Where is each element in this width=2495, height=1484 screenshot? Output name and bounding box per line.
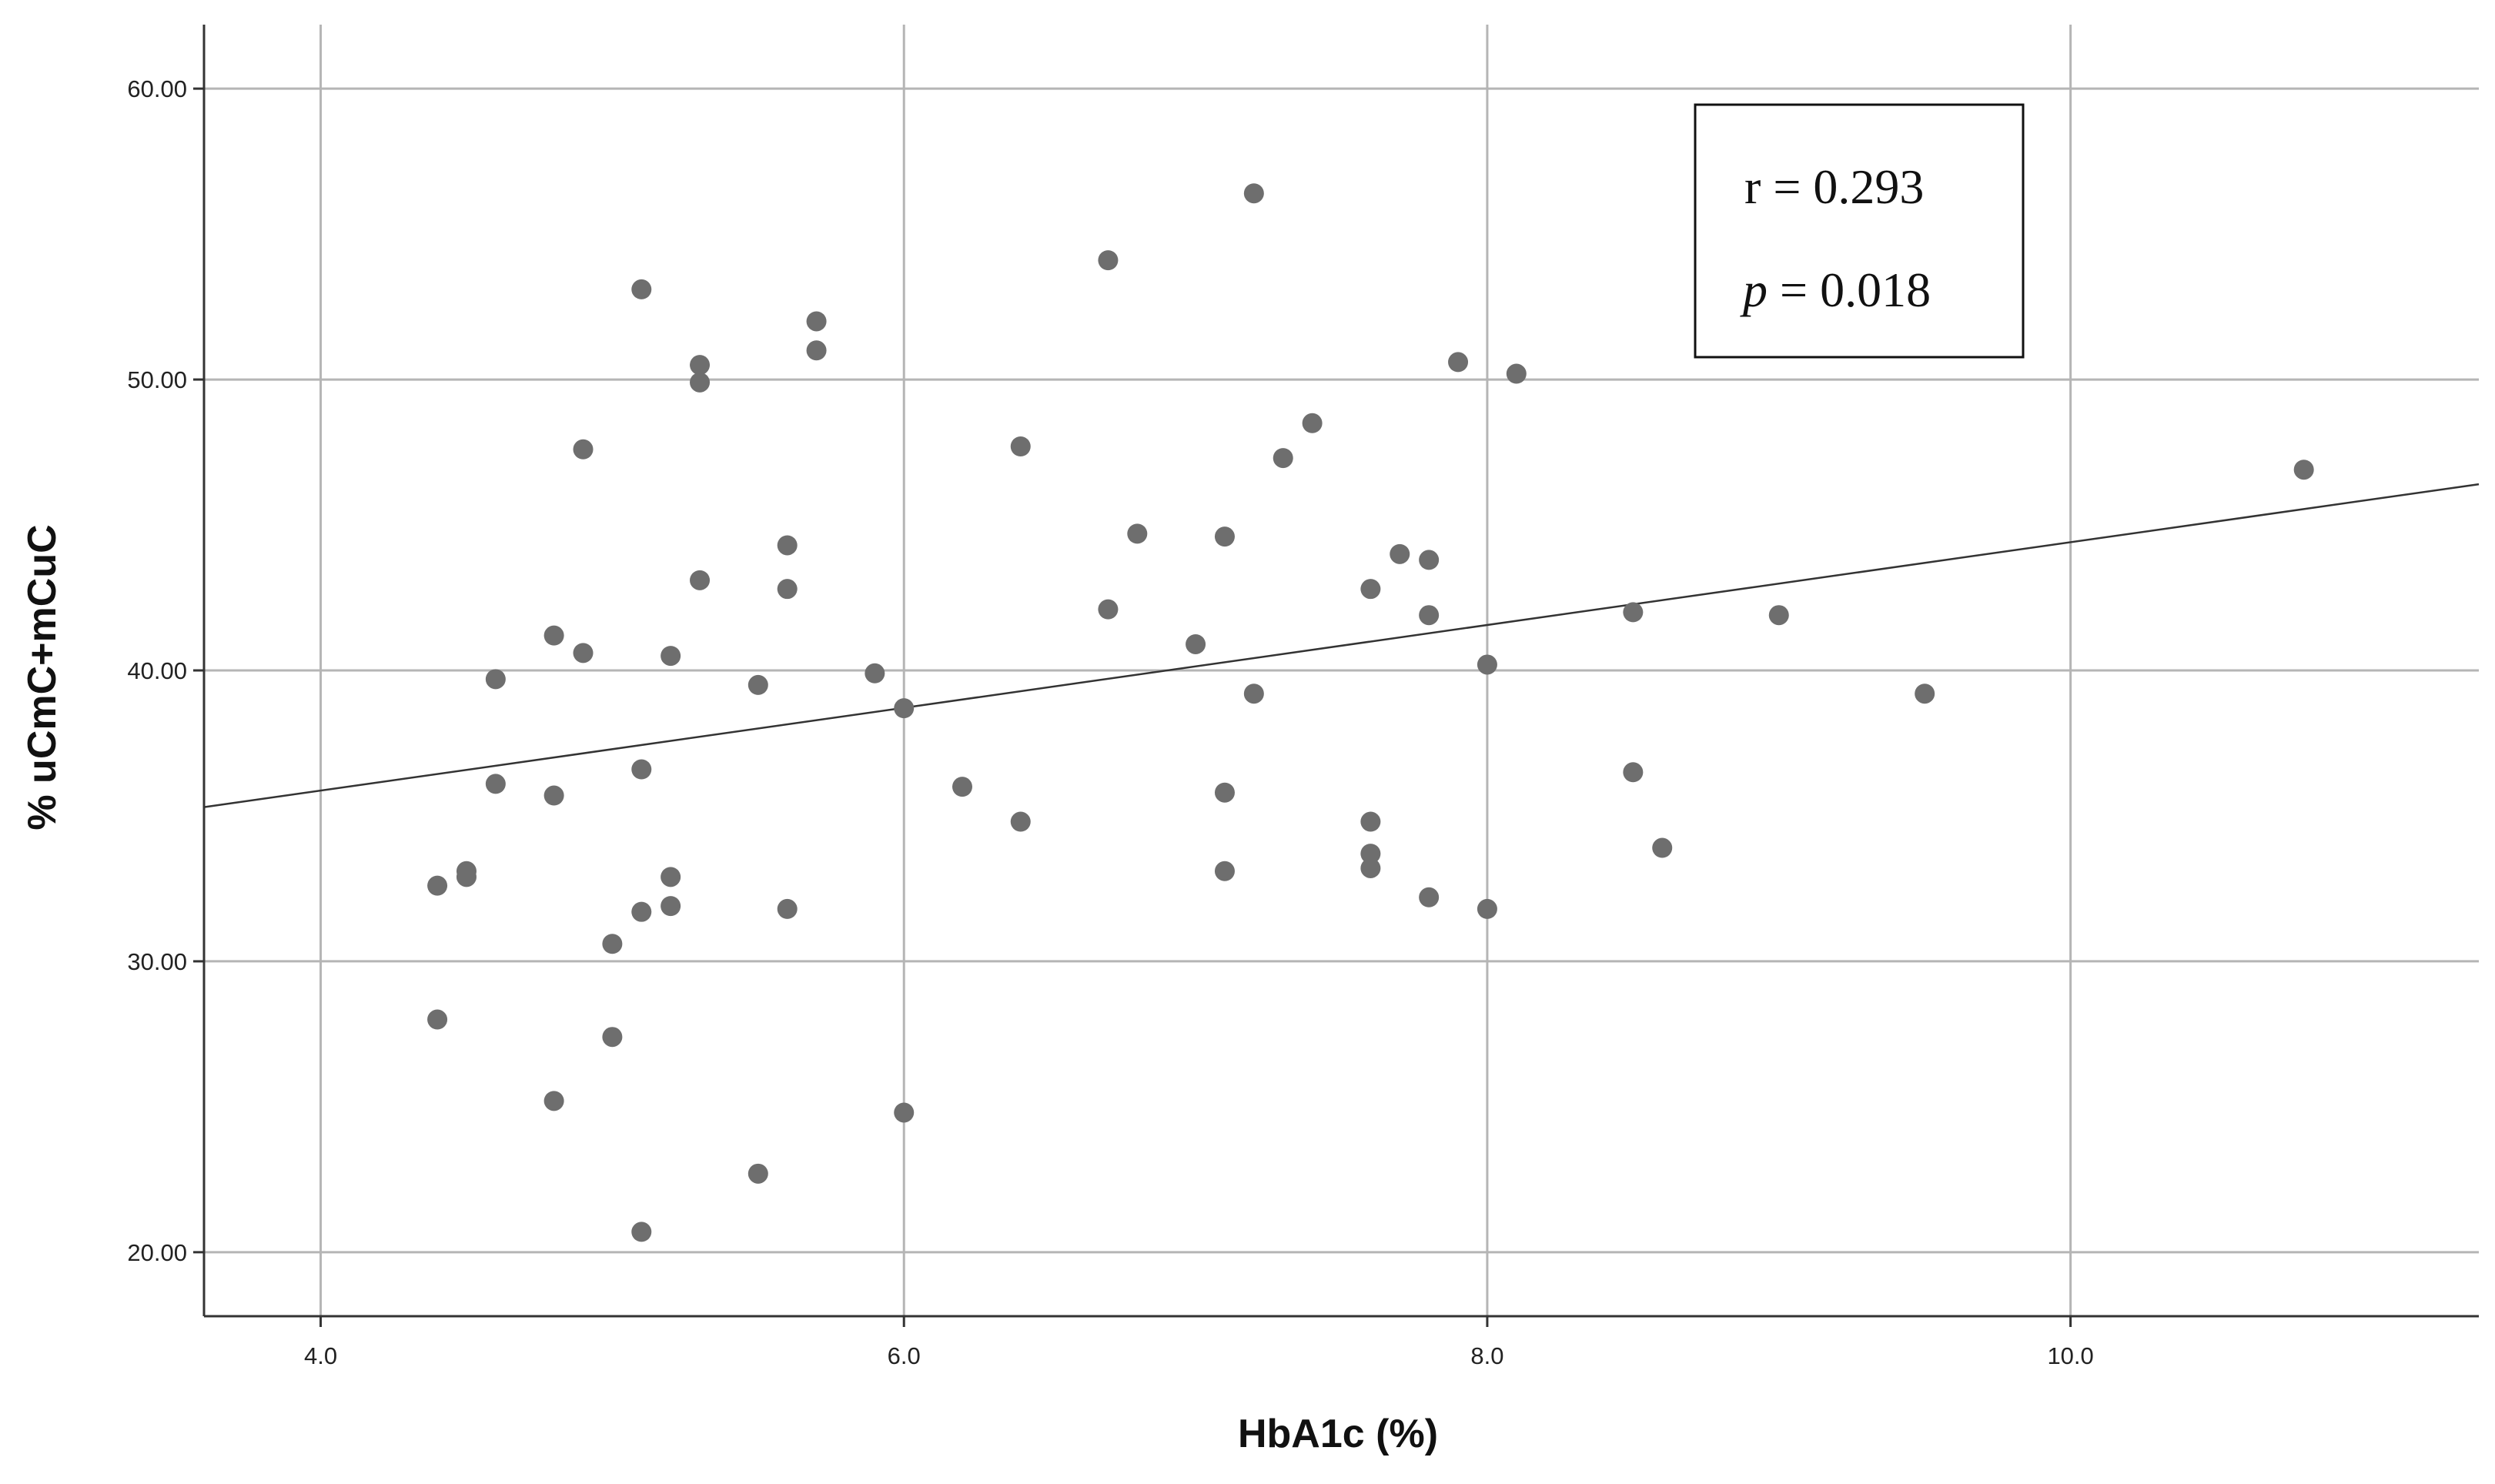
data-point xyxy=(427,875,448,896)
data-point xyxy=(543,1091,564,1111)
data-point xyxy=(1010,811,1031,832)
data-point xyxy=(1127,523,1148,544)
p-value-label: p = 0.018 xyxy=(1740,262,1931,317)
data-point xyxy=(1419,887,1440,907)
data-point xyxy=(1302,413,1323,433)
data-point xyxy=(1214,782,1235,803)
data-point xyxy=(747,1163,768,1184)
x-tick-label: 10.0 xyxy=(2047,1342,2093,1369)
data-point xyxy=(690,355,711,376)
data-points xyxy=(427,183,2314,1242)
data-point xyxy=(1390,543,1410,564)
data-point xyxy=(661,896,681,917)
data-point xyxy=(456,867,477,887)
data-point xyxy=(1915,684,1935,704)
data-point xyxy=(631,1222,652,1242)
data-point xyxy=(747,674,768,695)
data-point xyxy=(543,785,564,806)
data-point xyxy=(1768,605,1789,626)
y-tick-label: 50.00 xyxy=(127,366,187,393)
data-point xyxy=(865,663,885,684)
x-tick-label: 4.0 xyxy=(304,1342,337,1369)
y-tick-labels: 20.00 30.00 40.00 50.00 60.00 xyxy=(127,75,187,1266)
y-axis-title: % uCmC+mCuC xyxy=(20,524,65,830)
p-value: = 0.018 xyxy=(1768,262,1931,317)
data-point xyxy=(485,669,506,690)
data-point xyxy=(806,311,827,332)
x-tick-label: 8.0 xyxy=(1470,1342,1503,1369)
data-point xyxy=(631,759,652,780)
data-point xyxy=(1214,526,1235,547)
r-value-label: r = 0.293 xyxy=(1744,159,1924,214)
data-point xyxy=(485,774,506,794)
data-point xyxy=(777,535,798,556)
data-point xyxy=(894,1102,915,1123)
data-point xyxy=(1360,844,1381,864)
y-tick-label: 30.00 xyxy=(127,948,187,975)
data-point xyxy=(427,1009,448,1030)
x-axis-title: HbA1c (%) xyxy=(1238,1412,1438,1456)
data-point xyxy=(952,777,972,797)
data-point xyxy=(1477,898,1497,919)
data-point xyxy=(573,439,594,460)
y-tick-label: 40.00 xyxy=(127,657,187,684)
data-point xyxy=(602,934,623,954)
data-point xyxy=(1360,811,1381,832)
p-symbol: p xyxy=(1740,262,1768,317)
data-point xyxy=(1419,605,1440,626)
data-point xyxy=(1098,599,1119,620)
data-point xyxy=(806,340,827,361)
data-point xyxy=(1243,183,1264,204)
data-point xyxy=(1506,363,1527,384)
data-point xyxy=(1360,579,1381,600)
x-tick-labels: 4.0 6.0 8.0 10.0 xyxy=(304,1342,2094,1369)
y-tick-label: 60.00 xyxy=(127,75,187,102)
data-point xyxy=(1360,857,1381,878)
data-point xyxy=(1448,352,1469,373)
data-point xyxy=(573,643,594,663)
data-point xyxy=(1010,436,1031,456)
y-tick-label: 20.00 xyxy=(127,1239,187,1266)
data-point xyxy=(661,867,681,887)
data-point xyxy=(543,625,564,646)
data-point xyxy=(1186,633,1206,654)
data-point xyxy=(1273,448,1293,469)
data-point xyxy=(1623,602,1644,623)
data-point xyxy=(1623,762,1644,783)
grid-lines xyxy=(204,25,2479,1316)
data-point xyxy=(1652,837,1673,858)
data-point xyxy=(777,579,798,600)
axes xyxy=(193,25,2479,1327)
data-point xyxy=(1477,654,1497,675)
data-point xyxy=(894,698,915,719)
stats-annotation: r = 0.293 p = 0.018 xyxy=(1694,103,2025,359)
data-point xyxy=(631,279,652,299)
data-point xyxy=(1419,550,1440,570)
data-point xyxy=(690,570,711,590)
data-point xyxy=(602,1027,623,1048)
data-point xyxy=(1214,861,1235,881)
data-point xyxy=(631,901,652,922)
regression-line xyxy=(203,483,2480,808)
data-point xyxy=(1243,684,1264,704)
data-point xyxy=(777,898,798,919)
data-point xyxy=(661,646,681,667)
x-tick-label: 6.0 xyxy=(888,1342,921,1369)
data-point xyxy=(1098,250,1119,271)
fit-line-group xyxy=(203,483,2480,808)
data-point xyxy=(690,372,711,393)
data-point xyxy=(2293,460,2314,480)
stats-box xyxy=(1694,103,2025,359)
